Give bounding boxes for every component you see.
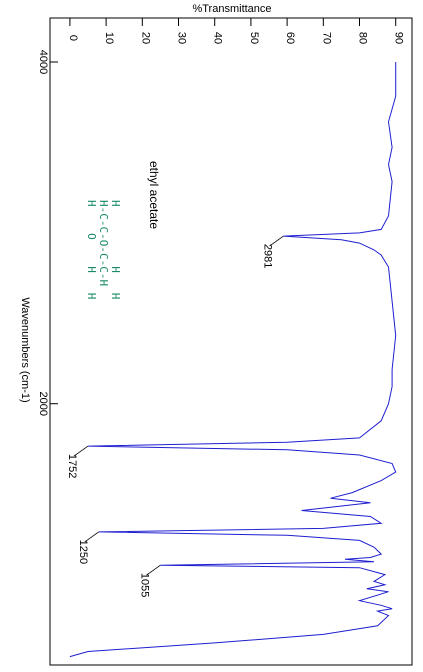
value-tick-label: 90 xyxy=(393,32,405,44)
value-axis-label: %Transmittance xyxy=(192,3,271,15)
value-tick-label: 0 xyxy=(67,35,79,41)
structure: H H H H-C-C-O-C-C-H H O H H xyxy=(85,200,122,299)
spectrum-line xyxy=(69,62,397,658)
structure-line: H H H xyxy=(109,200,122,299)
peak-leader xyxy=(73,445,89,457)
peak-label: 1250 xyxy=(77,540,89,564)
value-tick-label: 40 xyxy=(212,32,224,44)
wavenumber-tick-label: 4000 xyxy=(37,50,49,74)
wavenumber-tick-label: 2000 xyxy=(37,391,49,415)
value-tick-label: 80 xyxy=(357,32,369,44)
peak-label: 1055 xyxy=(138,573,150,597)
value-tick-label: 30 xyxy=(176,32,188,44)
value-tick-label: 20 xyxy=(139,32,151,44)
peak-leader xyxy=(146,564,161,576)
value-tick-label: 70 xyxy=(320,32,332,44)
value-tick-label: 10 xyxy=(103,32,115,44)
structure-line: H-C-C-O-C-C-H xyxy=(97,200,110,286)
structure-line: H O H H xyxy=(85,200,98,299)
peak-label: 1752 xyxy=(66,454,78,478)
compound-name: ethyl acetate xyxy=(147,161,161,229)
peak-label: 2981 xyxy=(261,244,273,268)
value-tick-label: 60 xyxy=(284,32,296,44)
plot-frame xyxy=(49,17,413,666)
value-tick-label: 50 xyxy=(248,32,260,44)
wavenumber-axis-label: Wavenumbers (cm-1) xyxy=(19,297,31,402)
peak-leader xyxy=(269,235,284,247)
peak-leader xyxy=(84,531,100,543)
